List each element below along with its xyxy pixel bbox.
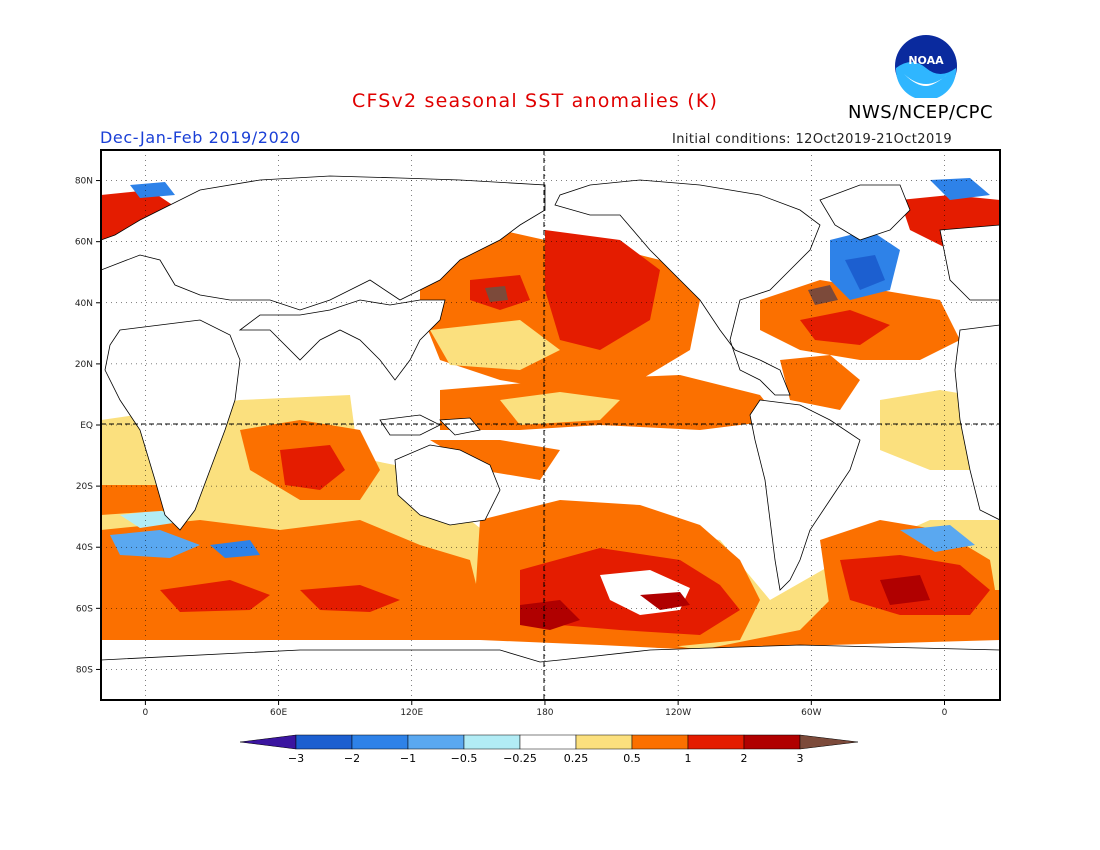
colorbar-swatch (687, 734, 745, 750)
lat-tick-label: 80S (76, 665, 93, 675)
lon-tick-label: 60E (270, 708, 287, 718)
colorbar-label: −0.25 (503, 752, 537, 765)
colorbar-high-extension (799, 734, 859, 750)
colorbar-label: 0.5 (623, 752, 641, 765)
initial-conditions-label: Initial conditions: 12Oct2019-21Oct2019 (672, 132, 952, 147)
lon-tick-label: 120E (400, 708, 423, 718)
season-label: Dec-Jan-Feb 2019/2020 (100, 128, 301, 147)
lat-tick-label: 40S (76, 543, 93, 553)
colorbar-label: −1 (400, 752, 416, 765)
lon-tick-label: 0 (143, 708, 149, 718)
lat-tick-label: 40N (75, 299, 93, 309)
colorbar-label: 0.25 (564, 752, 589, 765)
colorbar: −3 −2 −1 −0.5 −0.25 0.25 0.5 1 2 3 (239, 734, 859, 765)
colorbar-label: 1 (685, 752, 692, 765)
noaa-logo-text: NOAA (908, 54, 944, 67)
noaa-logo: NOAA (895, 35, 957, 98)
lat-tick-label: 60N (75, 238, 93, 248)
continents (101, 175, 1000, 700)
colorbar-swatch (295, 734, 353, 750)
lon-tick-label: 120W (665, 708, 691, 718)
colorbar-label: −0.5 (451, 752, 478, 765)
colorbar-swatch (743, 734, 801, 750)
colorbar-swatch (351, 734, 409, 750)
lon-axis: 0 60E 120E 180 120W 60W 0 (143, 150, 948, 718)
map-title: CFSv2 seasonal SST anomalies (K) (352, 90, 719, 112)
organization-label: NWS/NCEP/CPC (848, 102, 994, 123)
colorbar-swatch (519, 734, 577, 750)
colorbar-swatch (463, 734, 521, 750)
colorbar-low-extension (239, 734, 297, 750)
lat-tick-label: 80N (75, 177, 93, 187)
lat-tick-label: 20N (75, 360, 93, 370)
lat-axis: 80N 60N 40N 20N EQ 20S 40S 60S 80S (75, 177, 1000, 675)
lon-tick-label: 0 (942, 708, 948, 718)
colorbar-swatch (575, 734, 633, 750)
colorbar-label: 3 (797, 752, 804, 765)
colorbar-label: 2 (741, 752, 748, 765)
lon-tick-label: 60W (801, 708, 821, 718)
lat-tick-label: 60S (76, 604, 93, 614)
colorbar-label: −3 (288, 752, 304, 765)
colorbar-label: −2 (344, 752, 360, 765)
lat-tick-label: 20S (76, 482, 93, 492)
colorbar-swatch (407, 734, 465, 750)
lon-tick-label: 180 (536, 708, 553, 718)
colorbar-swatch (631, 734, 689, 750)
lat-tick-label: EQ (80, 421, 93, 431)
